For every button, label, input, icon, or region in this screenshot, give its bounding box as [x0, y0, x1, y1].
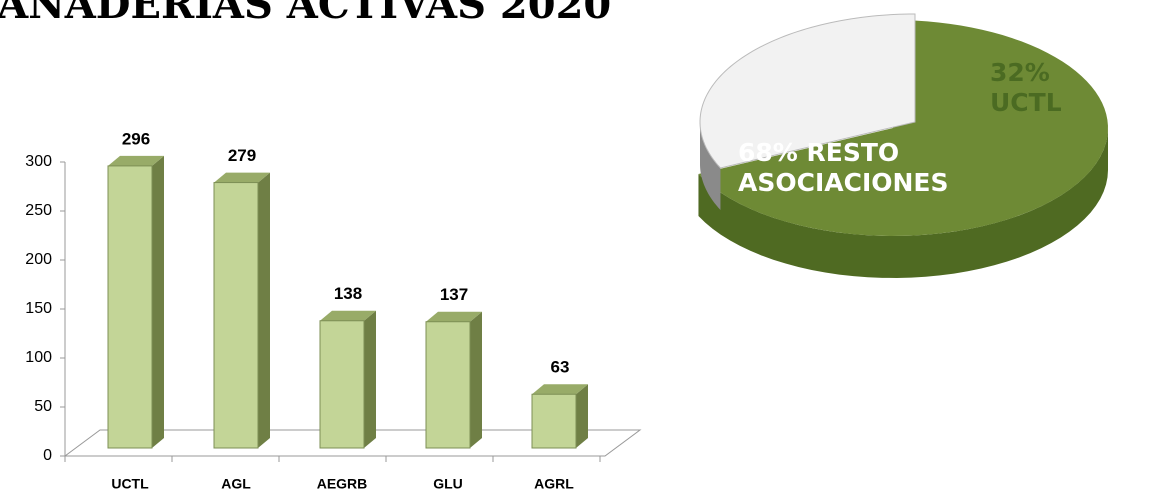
- value-label: 138: [334, 284, 362, 303]
- y-tick-label: 300: [25, 153, 52, 170]
- bar: [531, 393, 577, 449]
- chart-title: PANADERIAS ACTIVAS 2020: [0, 0, 611, 28]
- y-tick-label: 200: [25, 251, 52, 268]
- bar-side: [576, 384, 588, 448]
- value-label: 63: [551, 358, 570, 377]
- value-label: 137: [440, 285, 468, 304]
- y-tick-label: 50: [34, 398, 52, 415]
- x-tick-label: AGL: [221, 476, 251, 492]
- bar-top: [214, 172, 270, 183]
- value-label: 279: [228, 146, 256, 165]
- bar-side: [364, 310, 376, 448]
- bar: [107, 165, 153, 449]
- bar-top: [108, 155, 164, 166]
- value-label: 296: [122, 129, 150, 148]
- pie-side: [700, 122, 721, 210]
- bar: [213, 182, 259, 449]
- bar-top: [426, 311, 482, 322]
- bar-side: [470, 311, 482, 448]
- y-tick-label: 150: [25, 300, 52, 317]
- y-tick-label: 250: [25, 202, 52, 219]
- bar: [425, 321, 471, 449]
- x-tick-label: UCTL: [111, 476, 149, 492]
- x-tick-label: AGRL: [534, 476, 574, 492]
- bar-side: [258, 172, 270, 448]
- x-tick-label: GLU: [433, 476, 463, 492]
- pie-side: [698, 128, 1108, 278]
- bar-side: [152, 155, 164, 449]
- x-tick-label: AEGRB: [317, 476, 368, 492]
- pie-label: 32% UCTL: [990, 58, 1062, 117]
- bar-top: [320, 310, 376, 321]
- y-tick-label: 0: [43, 447, 52, 464]
- pie-slice: [699, 13, 916, 169]
- bar-top: [532, 384, 588, 395]
- pie-slice: [698, 20, 1108, 236]
- bar: [319, 320, 365, 449]
- pie-label: 68% RESTO ASOCIACIONES: [738, 138, 949, 197]
- y-tick-label: 100: [25, 349, 52, 366]
